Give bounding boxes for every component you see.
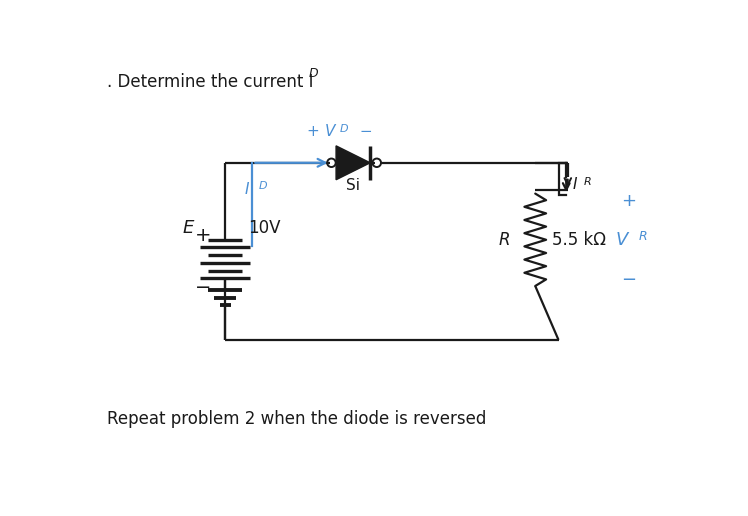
Text: 10V: 10V (248, 219, 281, 237)
Text: −: − (355, 124, 373, 139)
Text: R: R (498, 231, 510, 249)
Text: −: − (621, 271, 636, 289)
Text: . Determine the current I: . Determine the current I (108, 73, 314, 91)
Text: +: + (621, 192, 636, 211)
Text: V: V (616, 231, 628, 249)
Text: D: D (309, 68, 319, 80)
Text: I: I (572, 177, 577, 192)
Polygon shape (336, 146, 370, 180)
Text: D: D (259, 181, 267, 191)
Text: Si: Si (346, 179, 360, 194)
Text: R: R (639, 230, 648, 243)
Text: E: E (183, 219, 194, 237)
Text: 5.5 kΩ: 5.5 kΩ (552, 231, 607, 249)
Text: V: V (325, 124, 335, 139)
Text: +: + (307, 124, 324, 139)
Text: Repeat problem 2 when the diode is reversed: Repeat problem 2 when the diode is rever… (108, 410, 487, 428)
Text: I: I (245, 182, 249, 197)
Text: R: R (583, 178, 591, 187)
Text: +: + (195, 227, 212, 246)
Text: D: D (340, 123, 349, 134)
Text: −: − (195, 278, 212, 297)
